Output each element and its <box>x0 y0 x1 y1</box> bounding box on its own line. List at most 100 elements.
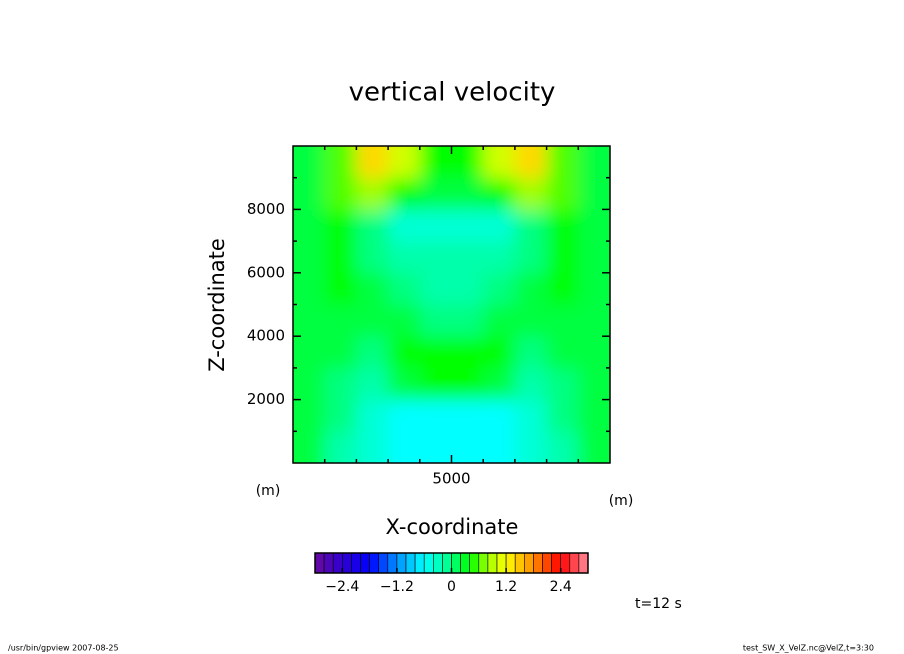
cell <box>293 272 326 305</box>
cell <box>578 272 610 305</box>
cell <box>483 272 516 305</box>
cell <box>514 399 548 432</box>
cell <box>578 146 610 179</box>
colorbar-cell <box>378 552 389 574</box>
cell <box>451 209 484 242</box>
colorbar-cell <box>460 552 471 574</box>
colorbar-cell <box>469 552 480 574</box>
cell <box>388 146 421 179</box>
cell <box>578 304 610 337</box>
colorbar-cell <box>405 552 416 574</box>
cell <box>578 241 610 274</box>
cell <box>388 304 421 337</box>
cell <box>546 336 579 369</box>
cell <box>514 209 548 242</box>
cell <box>483 146 516 179</box>
chart-title: vertical velocity <box>349 78 556 108</box>
cell <box>388 431 421 463</box>
cell <box>578 399 610 432</box>
y-tick-label: 8000 <box>247 200 285 218</box>
cell <box>324 304 357 337</box>
cell <box>293 177 326 210</box>
colorbar-tick-label: −1.2 <box>380 579 414 595</box>
cell <box>388 336 421 369</box>
colorbar-cell <box>414 552 425 574</box>
cell <box>293 431 326 463</box>
cell <box>483 367 516 401</box>
cell <box>388 272 421 305</box>
cell <box>483 241 516 274</box>
colorbar-cell <box>432 552 443 574</box>
cell <box>356 209 389 242</box>
colorbar-cell <box>523 552 534 574</box>
cell <box>546 272 579 305</box>
cell <box>324 431 357 463</box>
cell <box>388 209 421 242</box>
cell <box>578 177 610 210</box>
x-tick-label: 5000 <box>432 470 470 488</box>
cell <box>483 399 516 432</box>
cell <box>419 431 452 463</box>
cell <box>356 146 389 179</box>
cell <box>451 367 484 401</box>
colorbar-cell <box>314 552 325 574</box>
colorbar-cell <box>442 552 452 574</box>
colorbar-cell <box>451 552 461 574</box>
colorbar-cell <box>514 552 525 574</box>
cell <box>293 304 326 337</box>
cell <box>514 272 548 305</box>
x-axis-label: X-coordinate <box>386 515 519 539</box>
cell <box>324 336 357 369</box>
cell <box>356 399 389 432</box>
cell <box>356 367 389 401</box>
cell <box>451 272 484 305</box>
cell <box>546 177 579 210</box>
y-unit: (m) <box>256 483 281 499</box>
cell <box>324 146 357 179</box>
colorbar-tick-label: 2.4 <box>550 579 572 595</box>
y-axis-label: Z-coordinate <box>205 238 229 372</box>
colorbar-cell <box>505 552 516 574</box>
cell <box>419 304 452 337</box>
cell <box>324 367 357 401</box>
cell <box>451 241 484 274</box>
cell <box>293 146 326 179</box>
footer-right: test_SW_X_VelZ.nc@VelZ,t=3:30 <box>743 644 874 653</box>
cell <box>546 304 579 337</box>
colorbar-cell <box>569 552 580 574</box>
cell <box>546 431 579 463</box>
cell <box>324 272 357 305</box>
colorbar-cell <box>423 552 434 574</box>
colorbar-cell <box>496 552 507 574</box>
cell <box>451 304 484 337</box>
cell <box>546 241 579 274</box>
cell <box>388 399 421 432</box>
cell <box>514 304 548 337</box>
cell <box>293 241 326 274</box>
colorbar-cell <box>341 552 352 574</box>
field <box>293 146 610 463</box>
cell <box>514 336 548 369</box>
colorbar-cell <box>560 552 571 574</box>
cell <box>356 336 389 369</box>
colorbar-cell <box>578 552 589 574</box>
colorbar-cell <box>542 552 552 574</box>
cell <box>356 272 389 305</box>
cell <box>483 336 516 369</box>
cell <box>419 146 452 179</box>
colorbar-tick-label: 0 <box>447 579 456 595</box>
colorbar-cell <box>396 552 407 574</box>
cell <box>419 241 452 274</box>
cell <box>483 209 516 242</box>
colorbar-cell <box>533 552 543 574</box>
footer-left: /usr/bin/gpview 2007-08-25 <box>8 644 119 653</box>
cell <box>514 177 548 210</box>
cell <box>578 367 610 401</box>
cell <box>514 431 548 463</box>
cell <box>356 431 389 463</box>
cell <box>356 177 389 210</box>
y-tick-label: 6000 <box>247 263 285 281</box>
cell <box>451 336 484 369</box>
colorbar-tick-label: 1.2 <box>495 579 517 595</box>
cell <box>419 399 452 432</box>
